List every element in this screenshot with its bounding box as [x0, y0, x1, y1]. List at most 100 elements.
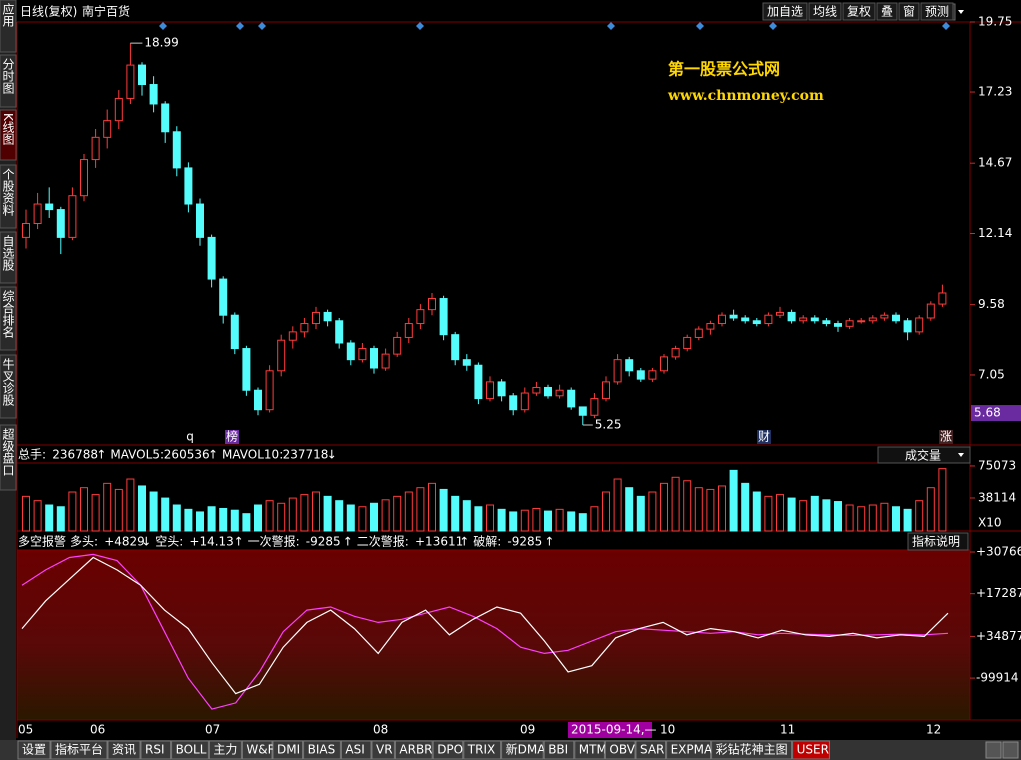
header-label: 二次警报: [357, 534, 409, 549]
toolbar-button[interactable]: 加自选 [767, 5, 803, 19]
volume-bar [404, 491, 413, 532]
tab[interactable] [574, 740, 605, 760]
tab-label[interactable]: MTM [579, 743, 607, 757]
tab[interactable] [501, 740, 544, 760]
dropdown-icon[interactable] [958, 10, 964, 14]
toolbar-button[interactable]: 预测 [925, 5, 949, 19]
tab[interactable] [792, 740, 830, 760]
toolbar-button-bg[interactable] [842, 2, 876, 21]
toolbar-button-bg[interactable] [898, 2, 920, 21]
candle-body [776, 311, 784, 316]
y-tick-label: +34877 [976, 629, 1021, 643]
tab[interactable] [171, 740, 209, 760]
toolbar-button[interactable]: 叠 [881, 5, 893, 19]
tab[interactable] [241, 740, 273, 760]
tab[interactable] [604, 740, 636, 760]
toolbar-button-bg[interactable] [920, 2, 954, 21]
sidebar-tab[interactable] [0, 354, 17, 419]
candle-body [938, 292, 947, 305]
tab[interactable] [303, 740, 341, 760]
candle-body [532, 386, 541, 394]
candle-body [822, 320, 831, 325]
tab-label[interactable]: 资讯 [112, 743, 136, 757]
tab-label[interactable]: VR [376, 743, 393, 757]
volume-selector[interactable]: 成交量 [905, 448, 941, 463]
sidebar-tab[interactable] [0, 164, 17, 229]
toolbar-button[interactable]: 窗 [903, 5, 915, 19]
tab[interactable] [50, 740, 108, 760]
tab[interactable] [711, 740, 793, 760]
tab-label[interactable]: TRIX [467, 743, 495, 757]
selector-box[interactable] [877, 446, 971, 464]
volume-bar [509, 511, 518, 532]
candle-body [892, 314, 900, 322]
scroll-button[interactable] [1002, 741, 1019, 759]
header-value: 260536 [164, 448, 210, 462]
sidebar-tab[interactable] [0, 0, 17, 53]
tab-label[interactable]: W&R [246, 743, 276, 757]
tab-label[interactable]: RSI [145, 743, 165, 757]
toolbar-button[interactable]: 均线 [813, 5, 837, 19]
tab[interactable] [371, 740, 395, 760]
volume-bar [381, 499, 390, 532]
toolbar-button-bg[interactable] [808, 2, 842, 21]
toolbar-button[interactable]: 复权 [847, 5, 871, 19]
volume-bar [799, 500, 808, 532]
tab[interactable] [635, 740, 667, 760]
sidebar-label[interactable]: 综合排名 [1, 290, 15, 338]
tab[interactable] [543, 740, 575, 760]
sidebar-label[interactable]: 牛叉诊股 [1, 357, 15, 407]
sidebar-tab[interactable] [0, 286, 17, 351]
tab-label[interactable]: USER [797, 743, 829, 757]
tab-label[interactable]: EXPMA [671, 743, 713, 757]
tab[interactable] [666, 740, 712, 760]
volume-unit: X10 [978, 516, 1002, 530]
candle-body [358, 348, 367, 361]
tab[interactable] [340, 740, 372, 760]
tab[interactable] [394, 740, 433, 760]
volume-bar [729, 469, 738, 532]
sidebar-tab[interactable] [0, 424, 17, 491]
tab[interactable] [107, 740, 141, 760]
scroll-button[interactable] [985, 741, 1002, 759]
tab-label[interactable]: ARBR [399, 743, 432, 757]
tab[interactable] [272, 740, 304, 760]
volume-bar [114, 488, 123, 532]
tab[interactable] [17, 740, 51, 760]
tab-label[interactable]: ASI [345, 743, 364, 757]
toolbar-button-bg[interactable] [762, 2, 808, 21]
tab-label[interactable]: SAR [640, 743, 664, 757]
tab[interactable] [432, 740, 464, 760]
indicator-help[interactable]: 指标说明 [912, 534, 960, 549]
tab-label[interactable]: 设置 [22, 743, 46, 757]
tab-label[interactable]: DPO [437, 743, 463, 757]
sidebar-tab[interactable] [0, 109, 17, 161]
frame [16, 21, 1021, 738]
tab-label[interactable]: 指标平台 [55, 742, 103, 757]
volume-bar [138, 485, 146, 532]
event-bg [757, 430, 771, 444]
tab[interactable] [208, 740, 242, 760]
tab-label[interactable]: 新DMA [506, 742, 547, 757]
sidebar-tab[interactable] [0, 231, 17, 284]
tab[interactable] [463, 740, 502, 760]
tab-label[interactable]: OBV [609, 743, 635, 757]
sidebar-label[interactable]: K线图 [1, 113, 15, 145]
tab-label[interactable]: BBI [548, 743, 568, 757]
tab-label[interactable]: BOLL [176, 743, 207, 757]
sidebar-tab[interactable] [0, 54, 17, 108]
sidebar-label[interactable]: 应用 [1, 2, 15, 28]
header-value: -9285 [306, 535, 341, 549]
sidebar-label[interactable]: 个股资料 [1, 168, 15, 216]
tab-label[interactable]: BIAS [308, 743, 336, 757]
tab-label[interactable]: DMI [277, 743, 300, 757]
sidebar-label[interactable]: 分时图 [1, 58, 15, 94]
toolbar-button-bg[interactable] [876, 2, 898, 21]
button-box[interactable] [907, 532, 969, 551]
candle-body [520, 392, 529, 411]
tab-label[interactable]: 主力 [213, 743, 237, 757]
sidebar-label[interactable]: 自选股 [1, 235, 15, 272]
tab-label[interactable]: 彩钻花神主图 [716, 742, 788, 757]
sidebar-label[interactable]: 超级盘口 [1, 427, 15, 476]
tab[interactable] [140, 740, 172, 760]
